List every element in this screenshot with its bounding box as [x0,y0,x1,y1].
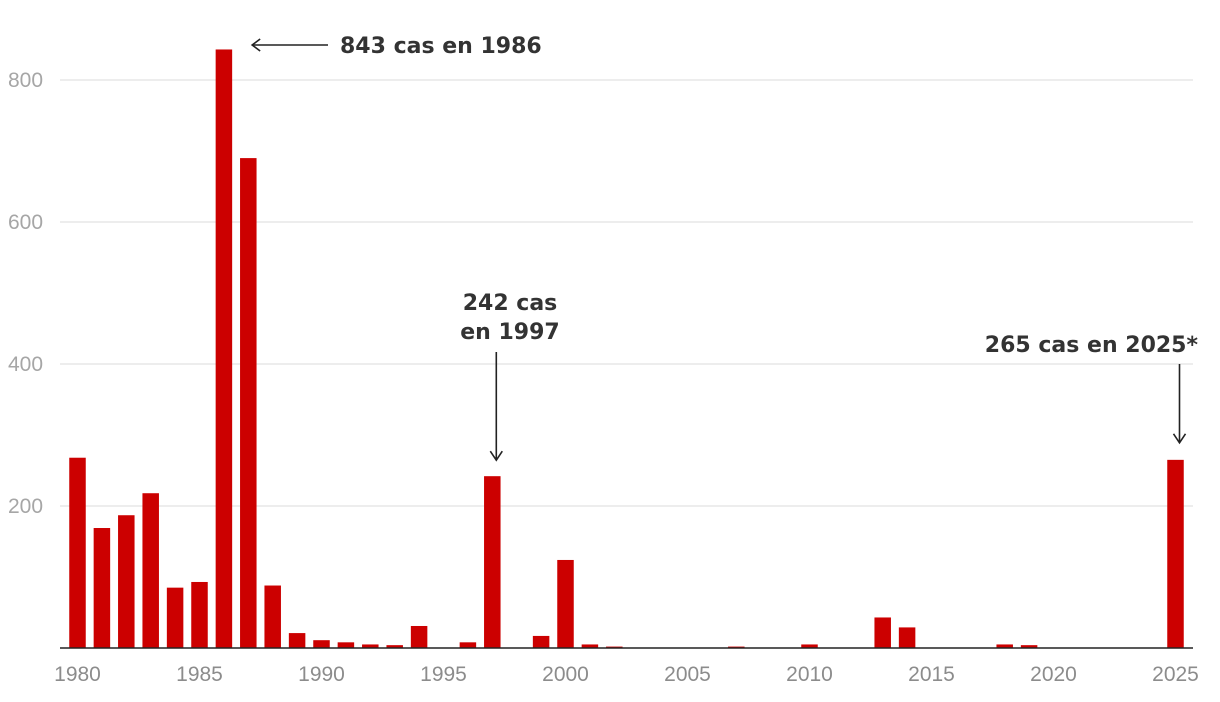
y-tick-label-200: 200 [8,495,43,518]
annotation-1997: 242 cas en 1997 [460,291,560,462]
bar-1986 [215,49,233,649]
x-tick-label-1995: 1995 [420,663,467,686]
annotation-1986-arrowhead [250,38,261,52]
annotation-1997-label-line2: en 1997 [460,320,559,345]
bar-1983 [142,493,159,648]
bar-2025 [1167,459,1184,648]
bar-2010 [801,644,818,648]
x-tick-label-2015: 2015 [908,663,955,686]
y-tick-label-600: 600 [8,211,43,234]
bar-1982 [118,515,135,648]
x-tick-label-2010: 2010 [786,663,833,686]
annotation-2025: 265 cas en 2025* [985,333,1199,445]
bar-1981 [93,528,111,648]
y-tick-label-400: 400 [8,353,43,376]
bar-1997 [484,476,501,648]
x-tick-label-1990: 1990 [298,663,345,686]
bar-1990 [313,640,330,648]
x-tick-label-2025: 2025 [1152,663,1199,686]
x-tick-label-2005: 2005 [664,663,711,686]
annotation-2025-arrowhead [1172,433,1187,445]
bar-1980 [69,457,86,648]
bar-2018 [996,644,1013,648]
bar-1988 [264,585,281,648]
bar-1993 [386,645,403,648]
annotation-1997-label-line1: 242 cas [463,291,558,316]
y-axis-ticks: 200 400 600 800 [8,69,43,518]
bar-2000 [557,559,574,648]
annotation-2025-label: 265 cas en 2025* [985,333,1199,358]
bar-2014 [898,627,916,648]
bar-1984 [166,587,184,648]
annotation-1986: 843 cas en 1986 [250,34,542,59]
y-tick-label-800: 800 [8,69,43,92]
bar-1999 [532,635,550,648]
bar-1994 [410,625,428,648]
bar-1987 [240,158,257,648]
bar-1991 [337,642,355,648]
x-tick-label-2000: 2000 [542,663,589,686]
bar-2001 [581,644,599,648]
bar-2013 [874,617,891,648]
bar-1992 [362,644,379,648]
annotation-1997-arrowhead [489,450,503,462]
bar-1989 [288,633,306,648]
x-tick-label-2020: 2020 [1030,663,1077,686]
bar-2019 [1020,645,1038,648]
x-axis-ticks: 1980 1985 1990 1995 2000 2005 2010 2015 2020 2025 [54,663,1199,686]
annotation-1986-label: 843 cas en 1986 [340,34,542,59]
bars [69,49,1184,649]
bar-1985 [191,581,208,648]
x-tick-label-1980: 1980 [54,663,101,686]
x-tick-label-1985: 1985 [176,663,223,686]
bar-1996 [459,642,477,648]
